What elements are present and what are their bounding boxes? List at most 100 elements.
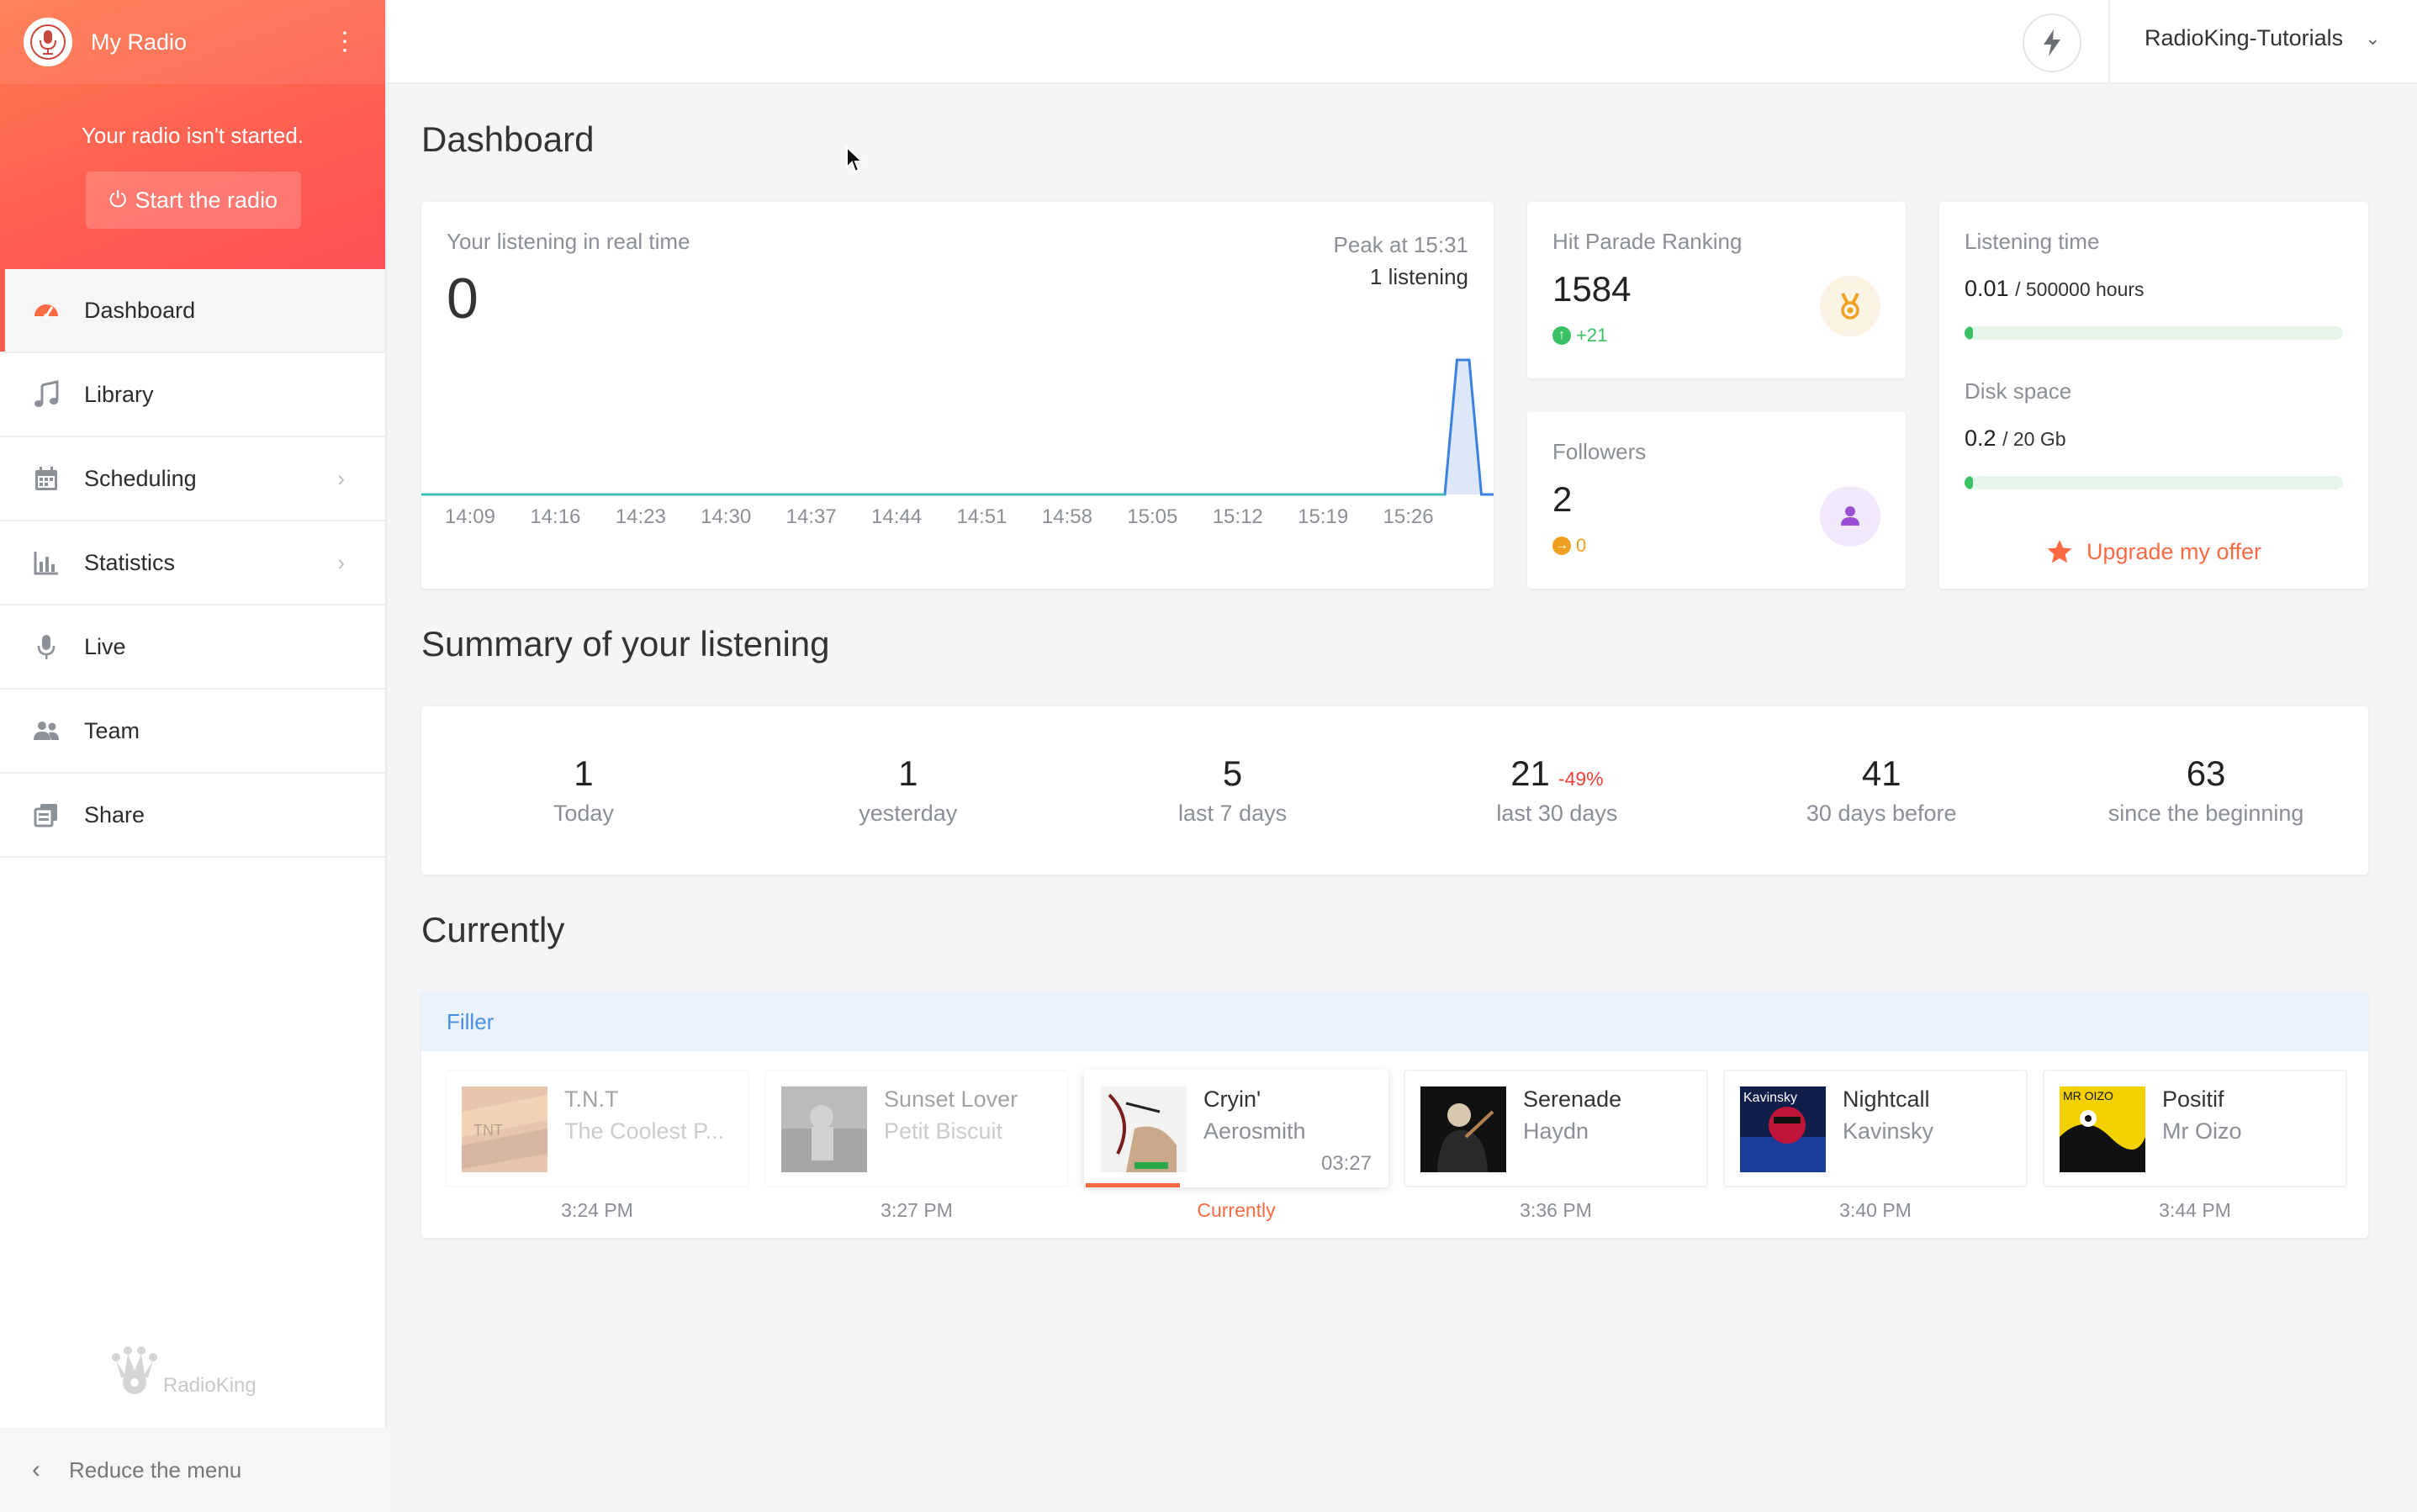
summary-stat-delta: -49% [1558, 768, 1604, 790]
listening-total: / 500000 hours [2015, 278, 2145, 300]
upgrade-offer-label: Upgrade my offer [2086, 538, 2262, 564]
share-icon [30, 799, 62, 831]
hit-parade-delta-value: +21 [1576, 325, 1608, 346]
currently-card: Filler TNT T.N.T The Coolest P... Sunset Lo… [421, 992, 2368, 1238]
x-tick-label: 14:16 [530, 505, 580, 528]
track-artist: Petit Biscuit [884, 1118, 1003, 1144]
track-card[interactable]: Serenade Haydn [1404, 1070, 1708, 1187]
summary-stat-number: 1 [421, 753, 746, 794]
realtime-value: 0 [447, 267, 479, 330]
realtime-chart: 14:09 14:16 14:23 14:30 14:37 14:44 14:51 14:58… [421, 358, 1494, 528]
start-radio-label: Start the radio [135, 187, 278, 213]
track-list: TNT T.N.T The Coolest P... Sunset Lover Peti… [445, 1070, 2347, 1187]
upgrade-offer-link[interactable]: Upgrade my offer [1939, 538, 2368, 565]
start-radio-button[interactable]: ⏻ Start the radio [86, 172, 301, 229]
album-cover [1420, 1086, 1506, 1172]
sidebar-item-team[interactable]: Team [0, 690, 385, 774]
realtime-listening-card: Your listening in real time 0 Peak at 15… [421, 202, 1494, 589]
reduce-menu-label: Reduce the menu [69, 1456, 242, 1483]
microphone-icon [30, 631, 62, 663]
track-card[interactable]: Cryin' Aerosmith 03:27 [1084, 1070, 1388, 1187]
summary-stat-number: 21 -49% [1394, 753, 1719, 794]
user-badge [1820, 486, 1880, 547]
x-tick-label: 15:12 [1213, 505, 1263, 528]
arrow-right-icon: → [1552, 537, 1571, 555]
radio-avatar [24, 18, 72, 66]
peak-label: Peak at 15:31 [1333, 232, 1468, 257]
account-menu[interactable]: RadioKing-Tutorials ⌄ [2145, 25, 2381, 51]
logo-text: RadioKing [163, 1374, 257, 1397]
radio-selector[interactable]: My Radio ⋮ [0, 0, 385, 84]
quota-card: Listening time 0.01 / 500000 hours Disk … [1939, 202, 2368, 589]
summary-stat-label: last 30 days [1496, 801, 1618, 826]
x-tick-label: 14:51 [956, 505, 1007, 528]
sidebar-item-label: Statistics [84, 549, 176, 575]
track-title: Nightcall [1843, 1086, 1930, 1112]
peak-count: 1 listening [1369, 264, 1468, 289]
track-artist: Mr Oizo [2162, 1118, 2242, 1144]
x-tick-label: 15:19 [1298, 505, 1348, 528]
sidebar-item-label: Scheduling [84, 465, 197, 491]
chevron-right-icon: › [337, 465, 345, 491]
album-cover: TNT [462, 1086, 547, 1172]
currently-title: Currently [421, 910, 565, 949]
sidebar-item-share[interactable]: Share [0, 774, 385, 858]
hit-parade-delta: ↑ +21 [1552, 325, 1607, 346]
sidebar-item-dashboard[interactable]: Dashboard [0, 269, 385, 353]
x-tick-label: 14:58 [1042, 505, 1092, 528]
summary-stat: 5 last 7 days [1071, 706, 1395, 875]
lightning-icon [2044, 29, 2060, 56]
reduce-menu-button[interactable]: ‹ Reduce the menu [0, 1428, 387, 1512]
followers-card[interactable]: Followers 2 → 0 [1527, 412, 1906, 589]
page-title: Dashboard [421, 119, 595, 159]
sidebar-item-scheduling[interactable]: Scheduling › [0, 437, 385, 521]
disk-used: 0.2 [1965, 426, 1997, 451]
calendar-icon [30, 463, 62, 494]
track-time: 3:40 PM [1839, 1199, 1912, 1221]
sidebar-item-label: Team [84, 717, 140, 743]
track-title: Sunset Lover [884, 1086, 1018, 1112]
track-card[interactable]: TNT T.N.T The Coolest P... [445, 1070, 749, 1187]
bar-chart-icon [30, 547, 62, 579]
summary-stat-number: 5 [1071, 753, 1395, 794]
track-card[interactable]: Kavinsky Nightcall Kavinsky [1723, 1070, 2028, 1187]
sidebar-item-live[interactable]: Live [0, 605, 385, 690]
playlist-header[interactable]: Filler [421, 992, 2368, 1051]
listening-time-fill [1965, 326, 1973, 340]
sidebar-item-label: Live [84, 633, 126, 659]
sidebar-item-statistics[interactable]: Statistics › [0, 521, 385, 605]
user-icon [1841, 506, 1859, 526]
summary-stat: 63 since the beginning [2044, 706, 2368, 875]
boost-button[interactable] [2023, 13, 2081, 72]
track-card[interactable]: Sunset Lover Petit Biscuit [764, 1070, 1069, 1187]
power-icon: ⏻ [108, 187, 127, 212]
track-duration: 03:27 [1320, 1152, 1372, 1175]
more-options-icon[interactable]: ⋮ [332, 28, 357, 56]
summary-stat: 41 30 days before [1719, 706, 2044, 875]
track-time: Currently [1197, 1199, 1276, 1221]
summary-stat: 21 -49% last 30 days [1394, 706, 1719, 875]
hit-parade-value: 1584 [1552, 269, 1632, 309]
album-cover: Kavinsky [1740, 1086, 1826, 1172]
mouse-cursor-icon [846, 145, 864, 173]
listeners-line [421, 358, 1494, 496]
summary-stat-value: 1 [574, 753, 594, 793]
track-time: 3:36 PM [1520, 1199, 1592, 1221]
sidebar-item-library[interactable]: Library [0, 353, 385, 437]
followers-delta-value: 0 [1576, 535, 1587, 556]
summary-stat: 1 Today [421, 706, 746, 875]
disk-space-value: 0.2 / 20 Gb [1965, 426, 2066, 452]
x-tick-label: 14:37 [786, 505, 837, 528]
hit-parade-label: Hit Parade Ranking [1552, 229, 1743, 254]
listening-time-value: 0.01 / 500000 hours [1965, 276, 2145, 302]
chevron-right-icon: › [337, 549, 345, 575]
hit-parade-card[interactable]: Hit Parade Ranking 1584 ↑ +21 [1527, 202, 1906, 378]
track-title: Serenade [1523, 1086, 1622, 1112]
track-card[interactable]: MR OIZO Positif Mr Oizo [2043, 1070, 2347, 1187]
disk-space-label: Disk space [1965, 378, 2072, 404]
x-tick-label: 15:05 [1127, 505, 1177, 528]
track-time: 3:24 PM [561, 1199, 633, 1221]
sidebar-item-label: Dashboard [84, 297, 196, 323]
summary-stat-label: Today [553, 801, 614, 826]
summary-stat-value: 21 [1510, 753, 1550, 793]
